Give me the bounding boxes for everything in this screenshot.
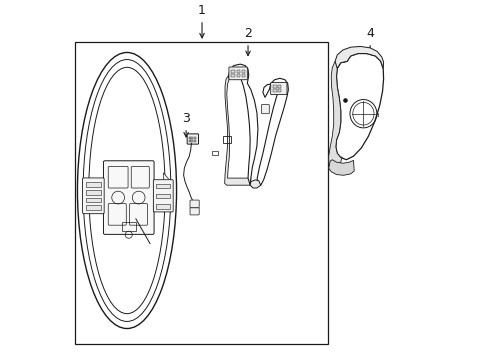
Text: d: d [375,113,378,118]
Bar [85,198,101,202]
Text: 1: 1 [198,4,205,38]
Polygon shape [163,173,172,208]
Bar [75,42,327,345]
FancyBboxPatch shape [190,208,199,215]
FancyBboxPatch shape [190,200,199,208]
Bar [231,74,234,77]
Bar [277,89,281,92]
Bar [241,70,244,73]
Bar [156,194,170,198]
Polygon shape [256,78,288,185]
Bar [122,222,136,231]
Ellipse shape [77,53,176,329]
Bar [277,85,281,88]
FancyBboxPatch shape [270,82,286,95]
Bar [188,137,190,139]
Text: 2: 2 [244,27,251,55]
Bar [156,204,170,209]
Bar [236,70,240,73]
Bar [194,137,195,139]
FancyBboxPatch shape [261,104,269,114]
FancyBboxPatch shape [153,180,173,212]
FancyBboxPatch shape [82,178,104,214]
FancyBboxPatch shape [187,134,198,144]
Bar [191,137,193,139]
Polygon shape [334,46,383,68]
Bar [273,85,276,88]
Bar [223,136,230,143]
Polygon shape [228,64,258,185]
Bar [236,74,240,77]
Text: 3: 3 [182,112,190,137]
Bar [211,151,217,156]
FancyBboxPatch shape [103,161,154,234]
Bar [156,184,170,188]
Bar [194,140,195,142]
Polygon shape [250,180,260,188]
Polygon shape [328,61,346,169]
Polygon shape [224,76,250,185]
Bar [188,140,190,142]
Bar [85,205,101,210]
Text: 4: 4 [366,27,373,55]
Bar [85,182,101,187]
Bar [191,140,193,142]
Bar [85,190,101,195]
Polygon shape [328,160,353,175]
Bar [231,70,234,73]
Bar [273,89,276,92]
Polygon shape [335,54,383,160]
Bar [241,74,244,77]
FancyBboxPatch shape [228,67,247,80]
